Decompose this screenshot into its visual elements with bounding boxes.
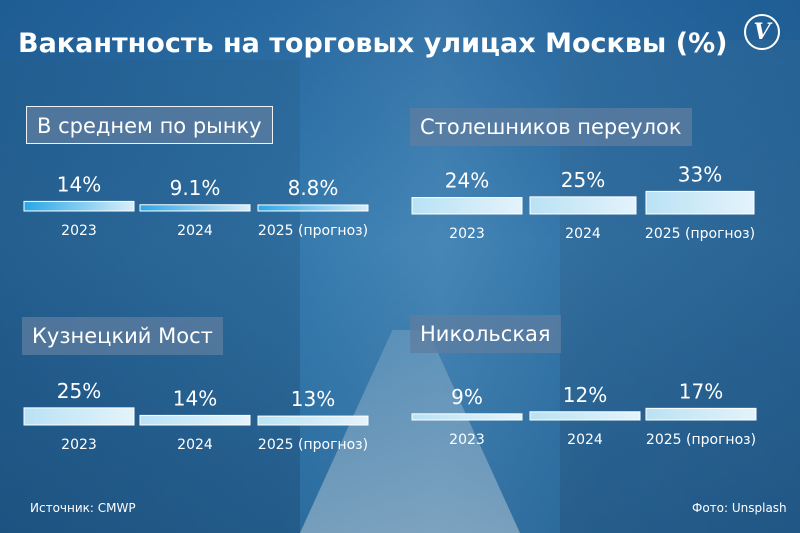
panel-title-market-average: В среднем по рынку [26,106,273,144]
category-label-2-1: 2023 [449,226,485,242]
page-title: Вакантность на торговых улицах Москвы (%… [18,28,728,59]
panel-title-nikolskaya: Никольская [410,315,561,353]
panel-title-kuznetsky-most: Кузнецкий Мост [22,317,223,355]
bar-3-3 [257,415,369,426]
bar-1-1 [23,200,135,212]
value-label-4-1: 9% [451,385,483,409]
value-label-3-1: 25% [57,379,101,403]
category-label-2-3: 2025 (прогноз) [645,226,755,242]
category-label-3-2: 2024 [177,437,213,453]
photo-credit: Фото: Unsplash [692,501,787,515]
bar-3-1 [23,407,135,426]
bar-4-2 [529,411,641,421]
bar-1-3 [257,204,369,212]
category-label-4-3: 2025 (прогноз) [646,432,756,448]
value-label-2-1: 24% [445,169,489,193]
bar-2-2 [529,196,637,215]
bar-2-3 [645,190,755,215]
panel-title-stoleshnikov: Столешников переулок [410,108,692,146]
value-label-1-3: 8.8% [288,176,339,200]
bar-3-2 [139,414,251,426]
category-label-4-2: 2024 [567,432,603,448]
value-label-4-3: 17% [679,379,723,403]
category-label-1-1: 2023 [61,223,97,239]
value-label-1-1: 14% [57,172,101,196]
category-label-4-1: 2023 [449,432,485,448]
value-label-3-3: 13% [291,387,335,411]
logo-icon: V [744,14,780,50]
source-note: Источник: CMWP [30,501,136,515]
category-label-2-2: 2024 [565,226,601,242]
value-label-2-3: 33% [678,162,722,186]
category-label-1-2: 2024 [177,223,213,239]
bar-4-3 [645,407,757,421]
bar-1-2 [139,204,251,212]
value-label-3-2: 14% [173,386,217,410]
category-label-3-1: 2023 [61,437,97,453]
category-label-1-3: 2025 (прогноз) [258,223,368,239]
bar-2-1 [411,197,523,215]
value-label-2-2: 25% [561,168,605,192]
category-label-3-3: 2025 (прогноз) [258,437,368,453]
value-label-4-2: 12% [563,383,607,407]
value-label-1-2: 9.1% [170,176,221,200]
bar-4-1 [411,413,523,421]
